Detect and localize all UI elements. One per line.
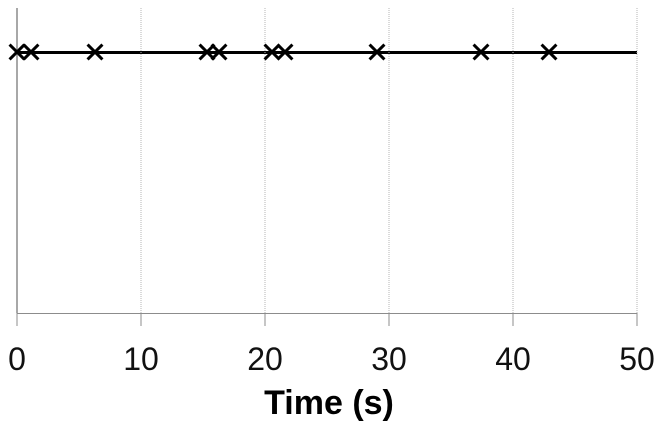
x-tick-label: 50 xyxy=(619,341,655,377)
x-axis-tick xyxy=(140,313,142,326)
gridline xyxy=(512,8,514,313)
gridline xyxy=(140,8,142,313)
zero-gridline xyxy=(16,8,18,313)
x-axis-tick xyxy=(388,313,390,326)
plot-area xyxy=(16,8,638,326)
x-axis-tick xyxy=(16,313,18,326)
x-axis-title: Time (s) xyxy=(264,384,394,422)
x-tick-label: 30 xyxy=(371,341,407,377)
x-tick-label: 10 xyxy=(123,341,159,377)
data-line xyxy=(17,51,637,54)
x-axis-tick xyxy=(636,313,638,326)
x-tick-label: 40 xyxy=(495,341,531,377)
gridline xyxy=(388,8,390,313)
x-axis-tick xyxy=(512,313,514,326)
x-tick-label: 0 xyxy=(8,341,26,377)
gridline xyxy=(636,8,638,313)
gridline xyxy=(264,8,266,313)
x-tick-label: 20 xyxy=(247,341,283,377)
x-axis-tick xyxy=(264,313,266,326)
